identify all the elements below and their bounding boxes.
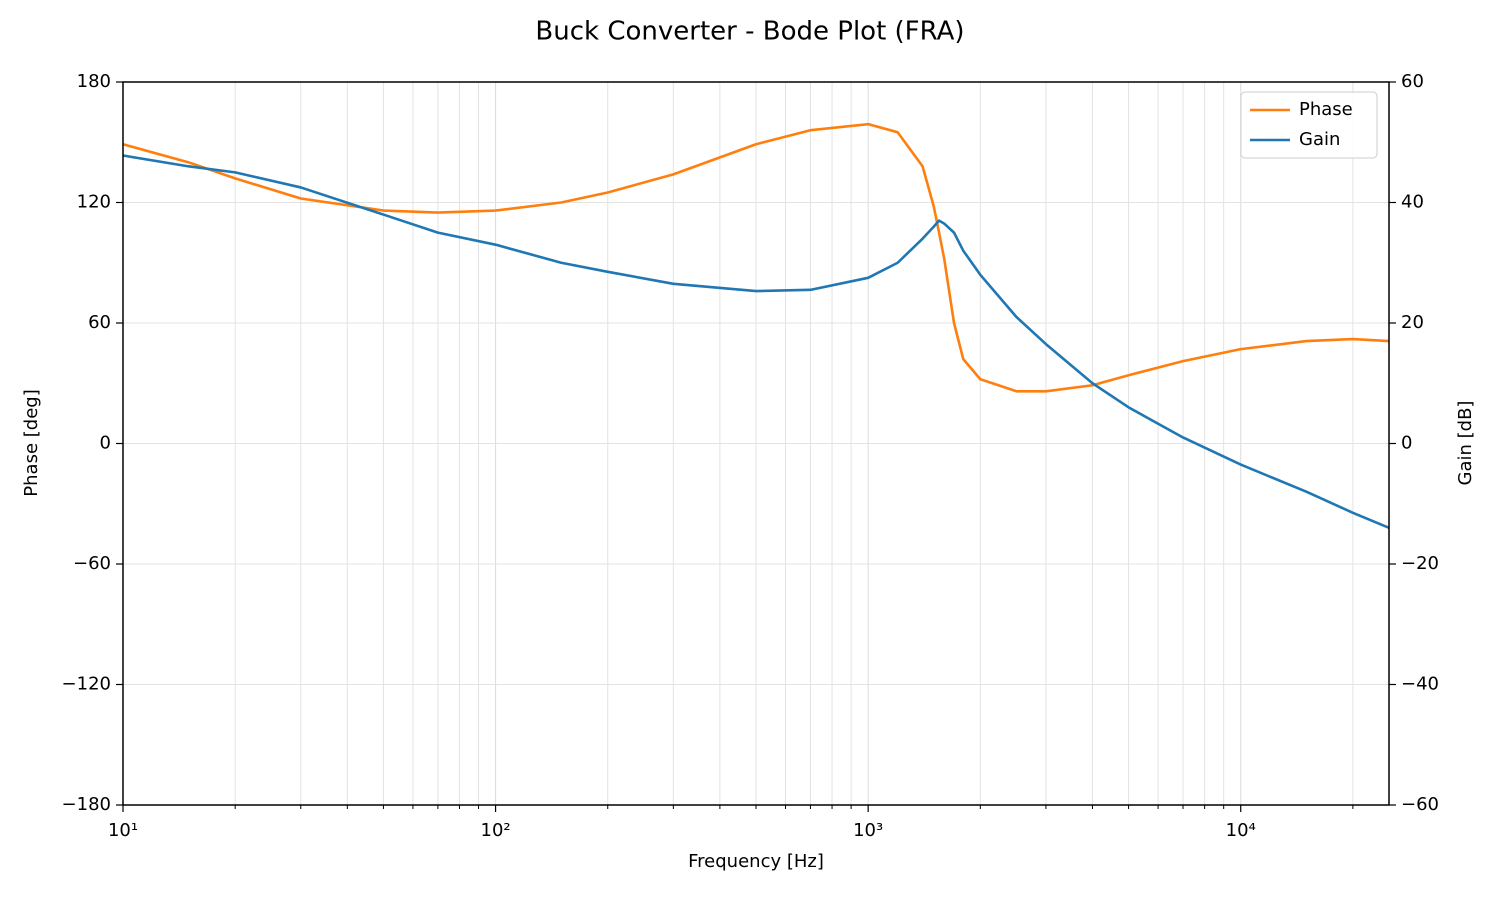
y-tick-label: 120 — [77, 192, 111, 213]
y2-tick-label: 20 — [1401, 312, 1424, 333]
y2-axis-label: Gain [dB] — [1455, 401, 1476, 486]
y2-tick-label: −40 — [1401, 674, 1439, 695]
y-tick-label: 60 — [88, 312, 111, 333]
legend-label: Phase — [1299, 99, 1353, 120]
x-tick-label: 10² — [481, 820, 511, 841]
legend-label: Gain — [1299, 129, 1340, 150]
y2-tick-label: 0 — [1401, 433, 1412, 454]
x-axis-label: Frequency [Hz] — [688, 851, 824, 872]
legend-box — [1240, 91, 1378, 159]
plot-frame — [122, 81, 1390, 806]
series-line — [122, 154, 1390, 530]
y2-tick-label: −60 — [1401, 794, 1439, 815]
x-tick-label: 10³ — [853, 820, 883, 841]
y-tick-label: −180 — [62, 794, 111, 815]
y-axis-label: Phase [deg] — [21, 389, 42, 496]
x-tick-label: 10¹ — [108, 820, 138, 841]
y-tick-label: −120 — [62, 674, 111, 695]
y-tick-label: 180 — [77, 71, 111, 92]
y2-tick-label: 40 — [1401, 192, 1424, 213]
y-tick-label: −60 — [73, 553, 111, 574]
legend: Phase Gain — [1240, 91, 1378, 159]
y2-tick-label: 60 — [1401, 71, 1424, 92]
chart-title: Buck Converter - Bode Plot (FRA) — [535, 17, 964, 47]
y-tick-label: 0 — [100, 433, 111, 454]
y2-tick-label: −20 — [1401, 553, 1439, 574]
x-tick-label: 10⁴ — [1226, 820, 1256, 841]
series-line — [122, 122, 1390, 393]
